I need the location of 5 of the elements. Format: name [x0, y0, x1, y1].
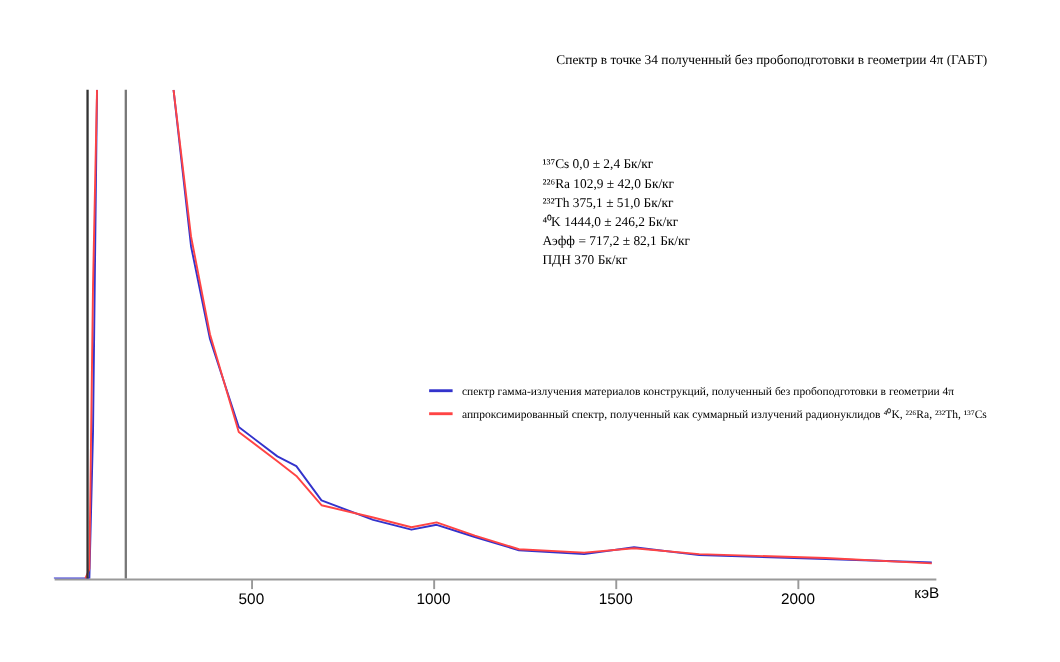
- x-tick-label: 500: [238, 590, 265, 609]
- x-tick-label: 2000: [780, 590, 815, 609]
- x-tick-label: 1000: [416, 590, 451, 609]
- x-tick-label: 1500: [598, 590, 633, 609]
- x-axis-title: кэВ: [914, 583, 940, 602]
